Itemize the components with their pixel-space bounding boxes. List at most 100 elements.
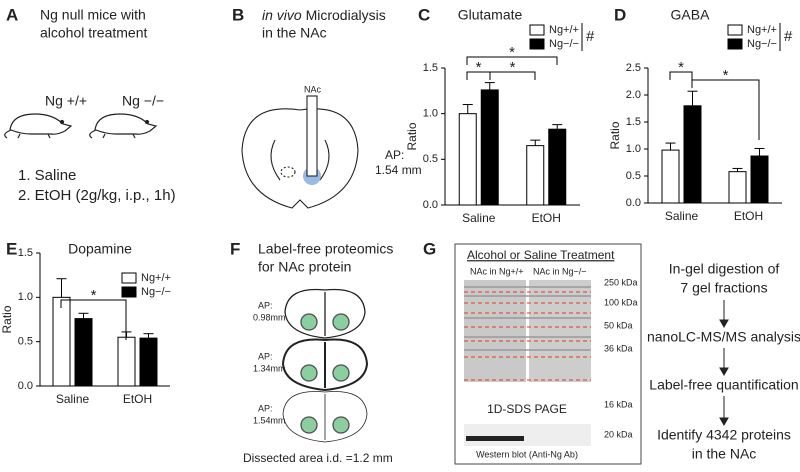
significance-star: * — [510, 59, 516, 76]
gel-label: 1D-SDS PAGE — [487, 402, 567, 416]
panel-label: F — [230, 239, 240, 258]
y-tick-label: 1.0 — [18, 291, 33, 303]
legend-swatch — [529, 24, 545, 36]
x-tick-label: EtOH — [532, 211, 561, 225]
panel-title: alcohol treatment — [40, 25, 148, 41]
caption: Dissected area i.d. =1.2 mm — [243, 451, 393, 465]
significance-bracket — [60, 299, 127, 340]
ap-label: 1.54mm — [253, 415, 286, 425]
y-tick-label: 1.0 — [626, 143, 641, 155]
bar — [661, 149, 680, 204]
ap-label: 0.98mm — [253, 312, 286, 322]
brain-section — [241, 95, 359, 209]
marker-label: 20 kDa — [604, 429, 633, 439]
legend-label: Ng+/+ — [549, 24, 579, 36]
legend-label: Ng−/− — [747, 38, 777, 50]
chart-title: Glutamate — [458, 7, 523, 23]
significance-bracket — [691, 79, 760, 140]
marker-label: 100 kDa — [604, 297, 638, 307]
treatment: 2. EtOH (2g/kg, i.p., 1h) — [18, 187, 176, 204]
workflow-arrows — [719, 300, 729, 427]
panel-label: E — [6, 239, 17, 258]
panel-label: A — [6, 5, 18, 24]
ap-label: AP: — [258, 300, 273, 310]
panel-title: Ng null mice with — [40, 7, 146, 23]
workflow-step: Identify 4342 proteins — [657, 427, 791, 443]
bar — [117, 336, 136, 387]
ap-label: AP: — [258, 403, 273, 413]
panel-title: Label-free proteomics — [258, 241, 393, 257]
x-tick-label: EtOH — [123, 392, 152, 406]
workflow-step: In-gel digestion of — [669, 261, 780, 277]
significance-bracket — [669, 71, 693, 80]
region-label: NAc — [304, 84, 322, 94]
panel-label: C — [418, 5, 430, 24]
bar — [683, 105, 702, 204]
panel-label: G — [423, 239, 436, 258]
panel-title: in the NAc — [262, 25, 327, 41]
panel-title-italic: in vivo — [262, 7, 302, 23]
y-tick-label: 0.5 — [18, 336, 33, 348]
bar — [74, 318, 93, 387]
panel-title: for NAc protein — [258, 259, 351, 275]
brain-sections — [281, 288, 369, 443]
chart-title: Dopamine — [68, 241, 132, 257]
legend-label: Ng+/+ — [141, 272, 171, 284]
panel-label: B — [232, 5, 244, 24]
y-tick-label: 1.5 — [423, 62, 438, 74]
significance-star: * — [723, 67, 729, 84]
legend-swatch — [727, 24, 743, 36]
legend-label: Ng−/− — [549, 38, 579, 50]
workflow-step: Label-free quantification — [649, 377, 798, 393]
significance-star: * — [678, 59, 684, 76]
y-tick-label: 0.0 — [423, 199, 438, 211]
chart-title: GABA — [671, 7, 711, 23]
workflow-step: in the NAc — [692, 446, 757, 462]
y-axis-label: Ratio — [608, 121, 622, 149]
marker-label: 36 kDa — [604, 343, 633, 353]
significance-bracket — [466, 56, 558, 65]
workflow-step: nanoLC-MS/MS analysis — [647, 329, 800, 345]
y-tick-label: 0.0 — [18, 380, 33, 392]
ap-label: AP: — [258, 351, 273, 361]
significance-bracket — [489, 71, 536, 80]
genotype-label: Ng +/+ — [45, 93, 87, 109]
x-tick-label: Saline — [462, 211, 496, 225]
y-tick-label: 0.5 — [626, 170, 641, 182]
legend-swatch — [529, 38, 545, 50]
panel-title-rest: Microdialysis — [306, 7, 386, 23]
ap-label: 1.54 mm — [375, 163, 422, 177]
bar — [526, 145, 545, 206]
marker-label: 16 kDa — [604, 399, 633, 409]
x-tick-label: Saline — [665, 209, 699, 223]
y-tick-label: 1.0 — [423, 108, 438, 120]
legend-swatch — [727, 38, 743, 50]
lane-label: NAc in Ng+/+ — [470, 266, 524, 276]
legend-swatch — [121, 286, 137, 298]
genotype-label: Ng −/− — [122, 93, 164, 109]
marker-label: 250 kDa — [604, 277, 638, 287]
lane-label: NAc in Ng−/− — [533, 266, 587, 276]
mice — [4, 113, 158, 139]
y-tick-label: 2.5 — [626, 62, 641, 74]
bar — [728, 171, 747, 204]
legend-label: Ng−/− — [141, 286, 171, 298]
significance-star: * — [91, 287, 97, 304]
x-tick-label: EtOH — [734, 209, 763, 223]
bar — [480, 89, 499, 206]
bar — [458, 113, 477, 206]
marker-label: 50 kDa — [604, 320, 633, 330]
bar — [52, 296, 71, 387]
y-tick-label: 0.5 — [423, 153, 438, 165]
legend-note: # — [586, 28, 595, 45]
bar — [750, 155, 769, 204]
significance-star: * — [476, 59, 482, 76]
legend-label: Ng+/+ — [747, 24, 777, 36]
panel-label: D — [614, 5, 626, 24]
bar — [139, 337, 158, 387]
treatment-label: Alcohol or Saline Treatment — [467, 248, 615, 262]
legend-note: # — [784, 28, 793, 45]
y-tick-label: 1.5 — [626, 116, 641, 128]
y-axis-label: Ratio — [0, 305, 14, 333]
